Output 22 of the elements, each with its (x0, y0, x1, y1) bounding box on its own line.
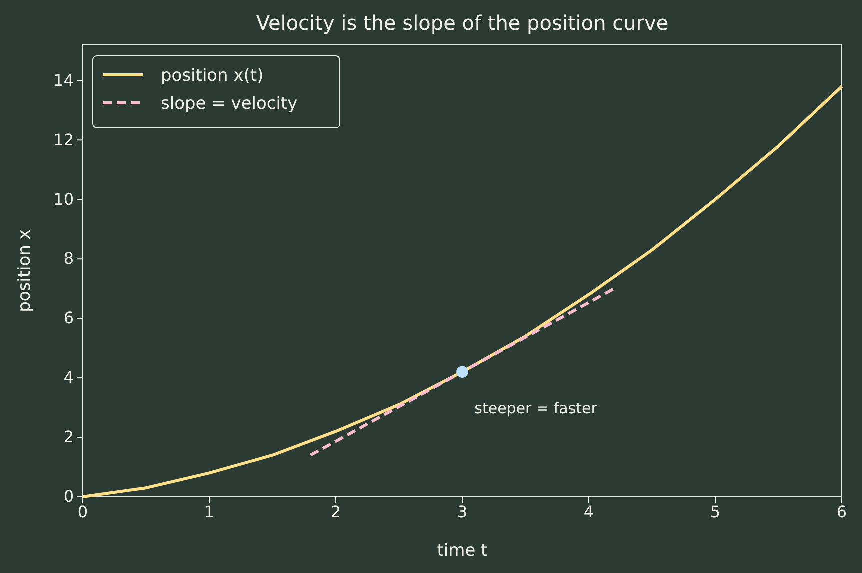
x-tick-label: 1 (204, 502, 215, 522)
y-tick-label: 4 (64, 368, 74, 388)
y-tick-label: 14 (54, 70, 74, 90)
x-tick-label: 2 (330, 502, 342, 522)
x-tick-label: 3 (457, 502, 468, 522)
x-tick-label: 5 (710, 502, 721, 522)
y-tick-label: 2 (64, 428, 74, 447)
y-tick-label: 8 (64, 249, 74, 268)
legend-label: position x(t) (161, 66, 264, 86)
line-series (82, 85, 844, 498)
x-tick-label: 0 (78, 502, 88, 522)
x-axis-title: time t (437, 541, 488, 561)
y-tick-label: 12 (54, 130, 74, 150)
annotation: steeper = faster (474, 399, 598, 418)
y-tick-label: 0 (64, 487, 74, 506)
legend-label: slope = velocity (161, 94, 298, 114)
chart-title: Velocity is the slope of the position curve (256, 11, 669, 35)
x-tick-label: 6 (836, 502, 848, 522)
y-tick-label: 6 (64, 308, 74, 328)
y-tick-label: 10 (54, 190, 74, 209)
y-axis-title: position x (15, 230, 35, 312)
x-tick-label: 4 (584, 502, 594, 522)
